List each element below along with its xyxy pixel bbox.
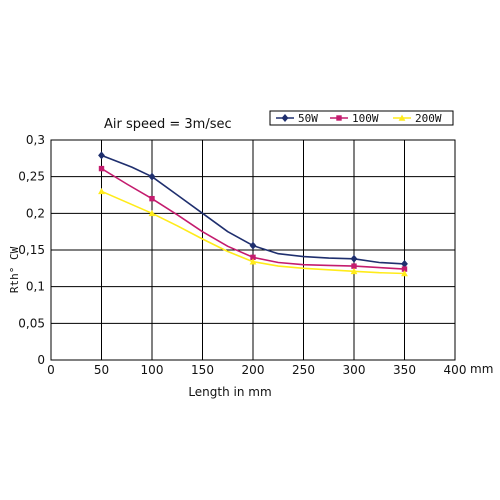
y-tick-label-4: 0,2 [26,206,45,220]
legend-label-100W: 100W [352,112,379,125]
data-point-200W-200 [249,258,257,265]
series [98,151,408,277]
x-tick-label-8: 400 [444,363,467,377]
legend-label-50W: 50W [298,112,318,125]
y-tick-label-5: 0,25 [18,170,45,184]
x-tick-label-6: 300 [343,363,366,377]
x-axis-unit: mm [470,362,493,376]
grid [50,139,456,361]
data-point-100W-300 [351,263,357,269]
x-tick-label-0: 0 [47,363,55,377]
legend: 50W 100W 200W [269,110,454,126]
data-point-200W-50 [98,187,105,195]
x-tick-label-2: 100 [141,363,164,377]
data-point-50W-200 [249,241,257,250]
legend-marker-100W [336,115,342,121]
legend-label-200W: 200W [415,112,442,125]
plot-frame [50,139,456,361]
x-tick-label-7: 350 [393,363,416,377]
x-tick-label-4: 200 [242,363,265,377]
data-point-100W-350 [401,266,408,272]
y-axis-label: Rth° CW [8,246,21,293]
tick-labels: 0 50 100 150 200 250 300 350 400 0 0,05 0,1 0,15 0,2 0… [18,133,466,377]
legend-marker-50W [281,114,289,122]
data-point-100W-100 [149,195,155,202]
legend-box [269,110,454,126]
annotation-text: Air speed = 3m/sec [104,117,232,132]
x-axis-label: Length in mm [188,385,271,399]
y-tick-label-1: 0,05 [18,316,45,330]
x-tick-label-3: 150 [191,363,214,377]
x-tick-label-1: 50 [94,363,109,377]
data-point-200W-350 [401,270,408,277]
series-200W [98,187,408,277]
y-tick-label-3: 0,15 [18,243,45,257]
data-point-100W-50 [98,165,105,172]
legend-marker-200W [398,114,406,121]
x-tick-label-5: 250 [292,363,315,377]
series-50W [98,151,408,268]
series-100W [98,165,408,272]
y-tick-label-6: 0,3 [26,133,45,147]
y-tick-label-2: 0,1 [26,280,45,294]
data-point-200W-100 [148,209,156,217]
data-point-50W-350 [401,259,408,268]
data-point-200W-300 [350,267,358,275]
y-tick-label-0: 0 [37,353,45,367]
data-point-50W-300 [350,254,358,263]
data-point-50W-50 [98,151,105,160]
data-point-100W-200 [250,254,256,261]
data-point-50W-100 [148,172,156,181]
